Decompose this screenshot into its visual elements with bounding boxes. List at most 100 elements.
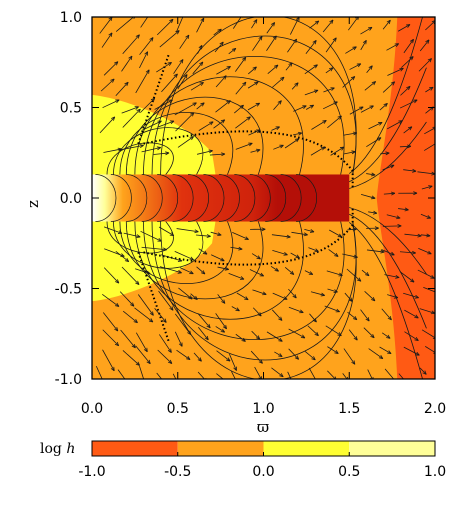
velocity-arrow [327,288,338,293]
velocity-arrow [235,116,251,129]
velocity-arrow [420,213,431,219]
velocity-arrow [266,331,283,342]
colorbar-tick-label: -1.0 [78,464,105,480]
velocity-arrow [364,81,377,91]
velocity-arrow [154,99,173,110]
velocity-arrow [249,269,265,277]
velocity-arrow [215,75,227,88]
velocity-arrow [228,47,237,55]
velocity-arrow [198,121,214,131]
velocity-arrow [102,312,119,332]
disk-contour [141,174,163,222]
velocity-arrow [304,228,315,233]
velocity-arrow [382,164,395,171]
disk-contour [110,174,132,222]
velocity-arrow [322,19,334,33]
velocity-arrow [419,367,427,375]
velocity-arrow [272,292,288,300]
velocity-arrow [174,102,197,116]
velocity-arrow [251,19,258,29]
velocity-arrow [115,81,129,96]
velocity-arrow [417,269,435,279]
disk-contour [157,174,179,222]
colorbar-swatch [92,441,178,456]
velocity-arrow [404,331,419,341]
velocity-arrow [234,104,244,114]
disk-contour [218,174,240,222]
velocity-arrow [343,150,356,155]
velocity-arrow [174,250,194,261]
velocity-arrow [140,97,156,113]
velocity-arrow [287,371,292,379]
velocity-arrow [159,30,180,48]
velocity-arrow [102,99,120,109]
velocity-arrow [398,207,409,212]
velocity-arrow [118,144,144,151]
velocity-arrow [305,40,317,54]
colorbar-swatch [349,441,435,456]
velocity-arrow [397,24,411,32]
velocity-arrow [326,270,343,277]
velocity-arrow [177,74,188,90]
velocity-arrow [216,350,231,362]
velocity-arrow [193,352,202,362]
velocity-arrow [139,51,149,69]
velocity-arrow [308,367,316,379]
velocity-arrow [366,172,376,177]
velocity-arrow [250,350,263,364]
colorbar-tick-label: 1.0 [424,464,446,480]
velocity-arrow [235,56,247,72]
velocity-arrow [366,226,379,231]
velocity-arrow [288,288,297,299]
velocity-arrow [247,81,259,89]
velocity-arrow [176,228,199,234]
velocity-arrow [103,226,123,234]
velocity-arrow [404,309,419,319]
velocity-arrow [192,61,204,75]
velocity-arrow [176,349,191,361]
velocity-arrow [328,249,339,257]
velocity-arrow [95,365,105,379]
velocity-arrow [135,69,150,94]
velocity-arrow [293,131,303,136]
velocity-arrow [196,102,205,110]
velocity-arrow [310,291,325,297]
colorbar-tick-label: -0.5 [164,464,191,480]
velocity-arrow [287,38,298,53]
velocity-arrow [309,313,317,323]
velocity-arrow [213,119,226,129]
velocity-arrow [381,308,392,321]
disk-contour [188,174,209,222]
velocity-arrow [346,268,362,282]
velocity-arrow [290,252,300,259]
velocity-arrow [366,65,373,74]
velocity-arrow [175,112,195,132]
velocity-arrow [400,85,411,96]
velocity-arrow [425,346,435,354]
velocity-arrow [327,346,339,354]
velocity-arrow [399,250,416,255]
velocity-arrow [195,234,211,238]
x-axis: 0.0 0.5 1.0 1.5 2.0 [81,17,446,417]
x-tick-label: 1.0 [252,401,274,417]
velocity-arrow [139,37,154,55]
velocity-arrow [102,349,115,372]
plot-field [92,17,435,379]
velocity-arrow [229,353,237,371]
velocity-arrow [115,251,130,263]
velocity-arrow [288,306,304,314]
velocity-arrow [174,331,183,347]
velocity-arrow [215,100,231,113]
velocity-arrow [235,81,247,95]
velocity-arrow [305,104,315,110]
velocity-arrow [178,287,193,300]
velocity-arrow [160,254,183,262]
velocity-arrow [325,67,334,74]
colorbar-label-log: log [40,441,62,457]
velocity-arrow [135,268,151,275]
velocity-arrow [271,309,283,321]
velocity-arrow [284,267,295,275]
velocity-arrow [343,131,358,136]
velocity-arrow [156,62,172,73]
velocity-arrow [328,229,343,238]
